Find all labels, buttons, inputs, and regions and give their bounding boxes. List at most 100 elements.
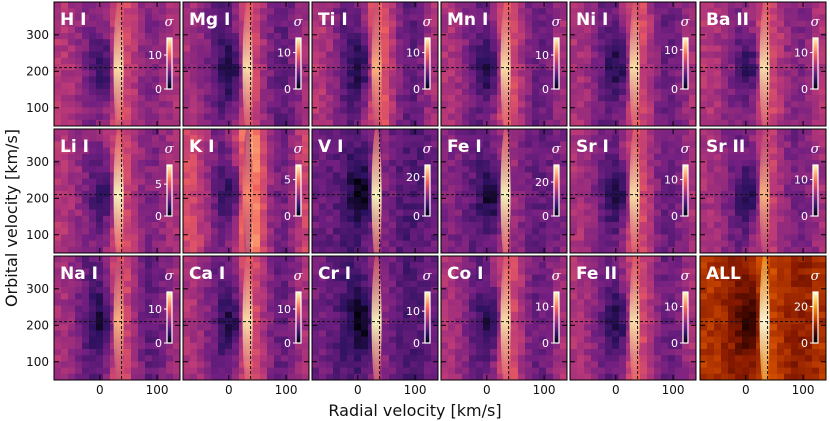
heatmap-cell <box>770 178 778 186</box>
heatmap-cell <box>633 2 641 9</box>
heatmap-cell <box>312 222 320 229</box>
heatmap-cell <box>417 113 425 121</box>
heatmap-cell <box>96 355 104 362</box>
heatmap-cell <box>654 107 662 115</box>
colorbar <box>553 164 560 217</box>
heatmap-cell <box>75 287 83 294</box>
heatmap-cell <box>124 318 132 325</box>
heatmap-cell <box>532 119 540 126</box>
heatmap-cell <box>225 197 233 204</box>
heatmap-cell <box>784 166 792 173</box>
heatmap-cell <box>246 129 254 136</box>
heatmap-cell <box>654 147 662 155</box>
heatmap-cell <box>274 160 282 167</box>
heatmap-cell <box>707 129 715 136</box>
heatmap-cell <box>204 70 212 77</box>
heatmap-cell <box>707 147 715 155</box>
heatmap-cell <box>763 2 771 9</box>
heatmap-cell <box>626 215 634 223</box>
heatmap-cell <box>640 141 648 149</box>
heatmap-cell <box>661 39 669 46</box>
heatmap-cell <box>61 367 69 375</box>
heatmap-cell <box>682 129 690 136</box>
heatmap-cell <box>389 153 397 161</box>
heatmap-cell <box>145 256 153 263</box>
heatmap-cell <box>173 361 180 369</box>
heatmap-cell <box>675 26 683 34</box>
heatmap-cell <box>159 355 167 362</box>
heatmap-cell <box>368 119 376 126</box>
heatmap-cell <box>441 119 449 126</box>
heatmap-cell <box>410 113 418 121</box>
heatmap-cell <box>110 246 118 253</box>
heatmap-cell <box>211 33 219 40</box>
heatmap-cell <box>183 215 191 223</box>
heatmap-cell <box>145 268 153 276</box>
heatmap-cell <box>274 166 282 173</box>
heatmap-cell <box>675 129 683 136</box>
heatmap-cell <box>777 215 785 223</box>
heatmap-cell <box>232 215 240 223</box>
heatmap-cell <box>68 129 76 136</box>
heatmap-cell <box>700 107 708 115</box>
heatmap-cell <box>770 82 778 90</box>
heatmap-cell <box>96 166 104 173</box>
heatmap-cell <box>326 95 334 102</box>
heatmap-cell <box>612 240 620 248</box>
heatmap-cell <box>721 129 729 136</box>
heatmap-cell <box>347 197 355 204</box>
heatmap-cell <box>197 234 205 242</box>
heatmap-cell <box>525 107 533 115</box>
heatmap-cell <box>361 76 369 84</box>
heatmap-cell <box>539 119 547 126</box>
heatmap-cell <box>431 178 438 186</box>
heatmap-cell <box>742 172 750 180</box>
heatmap-cell <box>598 95 606 102</box>
heatmap-cell <box>274 113 282 121</box>
heatmap-cell <box>61 262 69 269</box>
heatmap-cell <box>138 355 146 362</box>
heatmap-cell <box>319 222 327 229</box>
heatmap-cell <box>131 287 139 294</box>
heatmap-cell <box>173 256 180 263</box>
heatmap-cell <box>260 166 268 173</box>
heatmap-cell <box>469 246 477 253</box>
heatmap-cell <box>675 240 683 248</box>
heatmap-cell <box>742 228 750 235</box>
heatmap-cell <box>417 20 425 28</box>
heatmap-cell <box>584 129 592 136</box>
heatmap-cell <box>396 209 404 217</box>
heatmap-cell <box>302 141 309 149</box>
heatmap-cell <box>138 153 146 161</box>
heatmap-cell <box>749 240 757 248</box>
heatmap-cell <box>689 215 696 223</box>
heatmap-cell <box>225 222 233 229</box>
heatmap-cell <box>131 26 139 34</box>
heatmap-cell <box>410 240 418 248</box>
heatmap-cell <box>267 76 275 84</box>
heatmap-cell <box>396 160 404 167</box>
heatmap-cell <box>61 311 69 319</box>
y-tick-label: 200 <box>26 64 49 78</box>
heatmap-cell <box>707 166 715 173</box>
heatmap-cell <box>340 203 348 211</box>
heatmap-cell <box>675 95 683 102</box>
heatmap-cell <box>166 373 174 380</box>
heatmap-cell <box>756 222 764 229</box>
heatmap-cell <box>584 57 592 65</box>
heatmap-cell <box>166 240 174 248</box>
heatmap-cell <box>382 153 390 161</box>
heatmap-cell <box>61 373 69 380</box>
heatmap-cell <box>302 95 309 102</box>
heatmap-cell <box>560 8 567 15</box>
heatmap-cell <box>138 209 146 217</box>
heatmap-cell <box>82 160 90 167</box>
heatmap-cell <box>54 330 62 338</box>
heatmap-cell <box>68 57 76 65</box>
heatmap-cell <box>424 101 432 108</box>
heatmap-cell <box>204 39 212 46</box>
heatmap-cell <box>333 184 341 192</box>
heatmap-cell <box>403 228 411 235</box>
heatmap-cell <box>103 330 111 338</box>
heatmap-cell <box>138 184 146 192</box>
